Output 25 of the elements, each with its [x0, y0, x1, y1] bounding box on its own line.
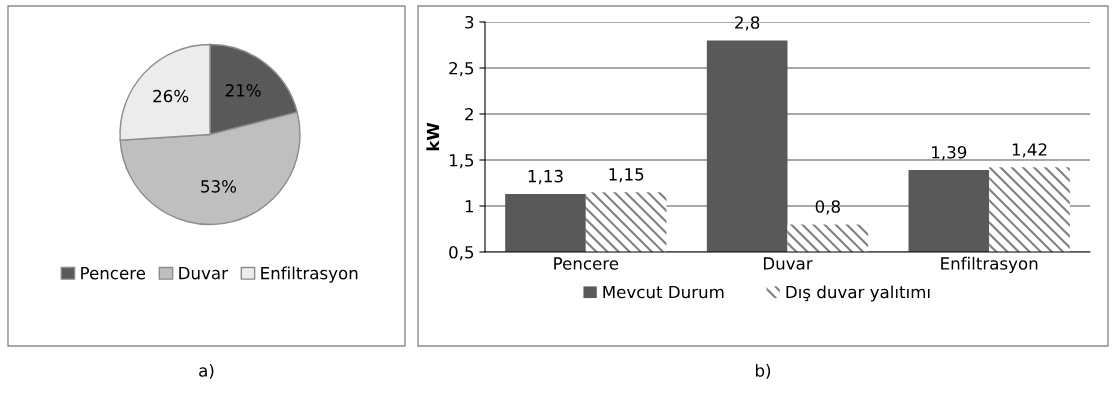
data-label: 0,8	[815, 200, 840, 215]
legend-label: Dış duvar yalıtımı	[786, 285, 930, 302]
y-tick-label: 2,5	[449, 61, 474, 77]
y-tick-label: 3	[465, 15, 474, 29]
x-tick-label: Enfiltrasyon	[941, 256, 1038, 273]
legend-label: Mevcut Durum	[603, 285, 724, 299]
y-axis-title: kW	[426, 122, 440, 151]
data-label: 2,8	[735, 16, 760, 31]
x-tick-label: Pencere	[554, 257, 619, 270]
data-label: 1,42	[1012, 143, 1047, 158]
data-label: 1,39	[932, 145, 967, 161]
y-tick-label: 2	[465, 107, 473, 121]
text: a)	[199, 363, 214, 379]
y-tick-label: 1	[465, 200, 474, 213]
data-label: 26%	[153, 89, 189, 103]
x-tick-label: Duvar	[763, 257, 813, 270]
text: b)	[755, 363, 771, 379]
legend-label: Pencere	[81, 267, 146, 280]
data-label: 1,13	[528, 169, 563, 185]
legend-label: Duvar	[179, 267, 228, 280]
y-tick-label: 1,5	[449, 154, 474, 169]
data-label: 1,15	[609, 168, 644, 183]
y-tick-label: 0,5	[449, 245, 474, 261]
data-label: 53%	[201, 180, 237, 193]
data-label: 21%	[225, 84, 261, 97]
